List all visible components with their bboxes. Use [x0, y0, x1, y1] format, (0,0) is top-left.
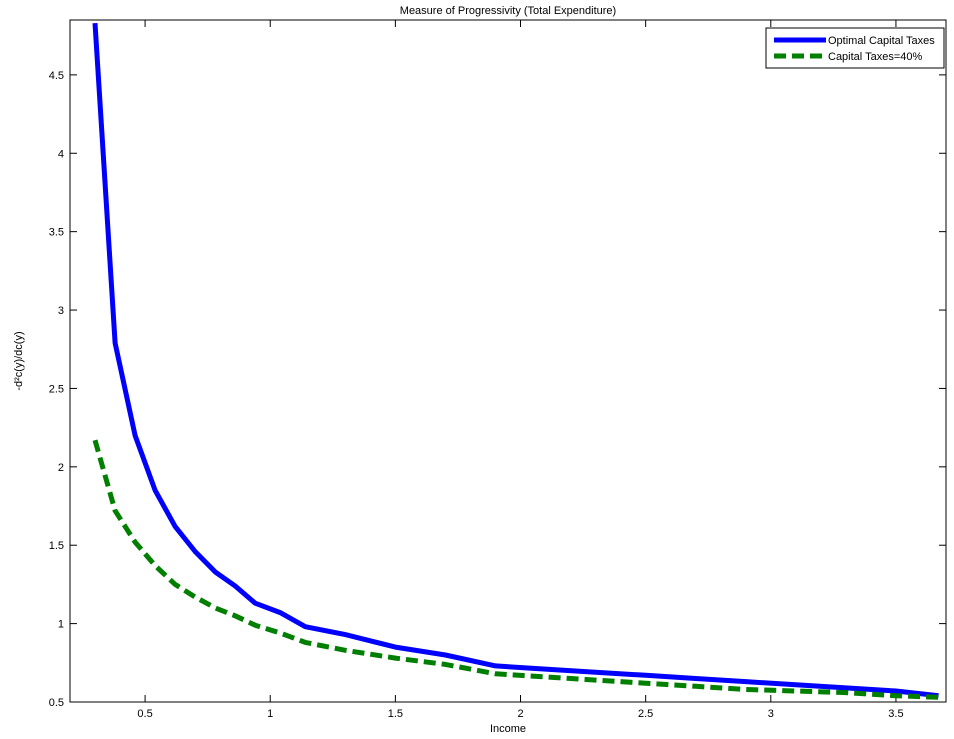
y-axis: 0.5 1 1.5 2 2.5 3 3.5 4 4.5 — [49, 70, 946, 709]
y-tick-label: 3.5 — [49, 227, 64, 239]
legend-label-2: Capital Taxes=40% — [828, 51, 922, 63]
x-tick-label: 0.5 — [137, 708, 152, 720]
x-tick-label: 2.5 — [638, 708, 653, 720]
chart-title: Measure of Progressivity (Total Expendit… — [400, 5, 616, 17]
y-tick-label: 4 — [58, 148, 64, 160]
x-tick-label: 3 — [768, 708, 774, 720]
y-tick-label: 3 — [58, 305, 64, 317]
x-tick-label: 1.5 — [388, 708, 403, 720]
series-line-2 — [92, 439, 939, 700]
y-tick-label: 2 — [58, 462, 64, 474]
y-tick-label: 1 — [58, 619, 64, 631]
y-tick-label: 1.5 — [49, 540, 64, 552]
legend-box — [765, 27, 945, 69]
y-tick-label: 0.5 — [49, 697, 64, 709]
x-tick-label: 1 — [267, 708, 273, 720]
plot-frame — [69, 19, 947, 703]
plot-area-border — [69, 19, 947, 703]
y-tick-label: 2.5 — [49, 383, 64, 395]
x-tick-label: 2 — [517, 708, 523, 720]
y-axis-label: -d²c(y)/dc(y) — [13, 331, 25, 390]
x-axis: 0.5 1 1.5 2 2.5 3 3.5 — [137, 20, 904, 720]
series-layer — [92, 22, 939, 700]
x-axis-label: Income — [490, 723, 526, 734]
y-tick-label: 4.5 — [49, 70, 64, 82]
x-tick-label: 3.5 — [888, 708, 903, 720]
legend: Optimal Capital Taxes Capital Taxes=40% — [765, 27, 945, 69]
series-line-1 — [92, 22, 939, 699]
legend-label-1: Optimal Capital Taxes — [828, 35, 935, 47]
